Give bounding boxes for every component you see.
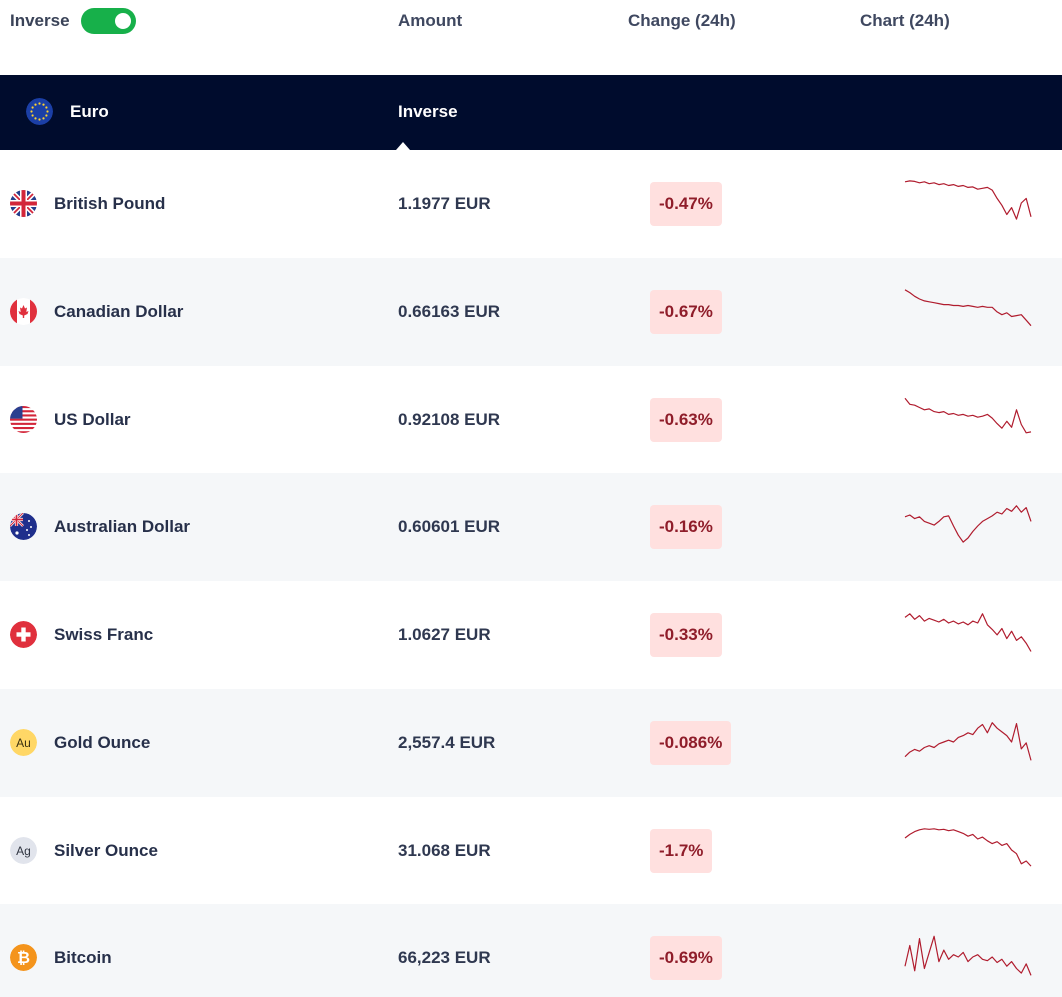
currency-amount: 1.0627 EUR <box>398 625 491 644</box>
table-header: Inverse Amount Change (24h) Chart (24h) <box>0 0 1062 44</box>
currency-name: Swiss Franc <box>54 625 154 644</box>
sparkline-chart <box>904 721 1032 761</box>
sparkline-chart <box>904 289 1032 326</box>
base-currency-row <box>0 75 1062 150</box>
change-badge: -0.47% <box>650 182 722 226</box>
sparkline-chart <box>904 827 1032 867</box>
bitcoin-icon: ₿ <box>10 944 37 972</box>
currency-amount: 0.66163 EUR <box>398 301 501 321</box>
currency-amount: 0.92108 EUR <box>398 409 501 429</box>
inverse-toggle[interactable] <box>81 8 136 34</box>
australia-flag-icon <box>10 513 37 541</box>
currency-row-btc[interactable]: ₿ Bitcoin 66,223 EUR -0.69% <box>0 904 1062 997</box>
currency-amount: 2,557.4 EUR <box>398 732 496 752</box>
currency-name: Canadian Dollar <box>54 301 184 321</box>
silver-ag-icon: Ag <box>10 836 37 864</box>
column-header-chart: Chart (24h) <box>860 11 950 30</box>
currency-row-usd[interactable]: US Dollar 0.92108 EUR -0.63% <box>0 366 1062 474</box>
gold-au-icon: Au <box>10 728 37 756</box>
sparkline-series <box>904 397 1032 433</box>
column-pointer-notch <box>396 142 410 150</box>
currency-amount: 66,223 EUR <box>398 948 491 968</box>
change-badge: -0.63% <box>650 397 722 442</box>
currency-row-gbp[interactable]: British Pound 1.1977 EUR -0.47% <box>0 150 1062 258</box>
eu-flag-icon <box>26 98 53 125</box>
inverse-label: Inverse <box>10 11 70 30</box>
currency-row-xag[interactable]: Ag Silver Ounce 31.068 EUR -1.7% <box>0 797 1062 905</box>
swiss-flag-icon <box>10 621 37 648</box>
change-badge: -1.7% <box>650 828 713 873</box>
currency-name: Bitcoin <box>54 948 112 968</box>
canada-flag-icon <box>10 297 37 325</box>
change-badge: -0.33% <box>650 613 722 657</box>
column-header-change: Change (24h) <box>628 11 736 30</box>
currency-amount: 1.1977 EUR <box>398 194 491 213</box>
svg-text:Au: Au <box>16 736 31 750</box>
currency-name: Gold Ounce <box>54 732 151 752</box>
sparkline-chart <box>904 397 1032 433</box>
change-badge: -0.69% <box>650 936 722 981</box>
column-header-amount: Amount <box>398 11 463 30</box>
currency-row-xau[interactable]: Au Gold Ounce 2,557.4 EUR -0.086% <box>0 688 1062 797</box>
currency-name: Silver Ounce <box>54 840 158 860</box>
sparkline-series <box>904 180 1032 220</box>
currency-list: British Pound 1.1977 EUR -0.47% Canadian… <box>0 150 1062 997</box>
sparkline-series <box>904 505 1032 543</box>
toggle-knob <box>115 13 131 29</box>
change-badge: -0.67% <box>650 289 722 334</box>
sparkline-chart <box>904 613 1032 652</box>
sparkline-series <box>904 613 1032 652</box>
currency-row-cad[interactable]: Canadian Dollar 0.66163 EUR -0.67% <box>0 257 1062 366</box>
sparkline-chart <box>904 505 1032 543</box>
currency-row-chf[interactable]: Swiss Franc 1.0627 EUR -0.33% <box>0 581 1062 689</box>
currency-name: US Dollar <box>54 409 131 429</box>
currency-amount: 0.60601 EUR <box>398 517 501 537</box>
svg-text:Ag: Ag <box>16 844 31 858</box>
us-flag-icon <box>10 405 37 433</box>
sparkline-series <box>904 289 1032 326</box>
sparkline-series <box>904 827 1032 867</box>
base-currency-name: Euro <box>70 102 109 121</box>
change-badge: -0.086% <box>650 720 732 765</box>
currency-name: British Pound <box>54 194 166 213</box>
change-badge: -0.16% <box>650 505 722 550</box>
currency-amount: 31.068 EUR <box>398 840 491 860</box>
currency-name: Australian Dollar <box>54 517 191 537</box>
uk-flag-icon <box>10 190 37 217</box>
sparkline-chart <box>904 935 1032 976</box>
sparkline-series <box>904 721 1032 761</box>
sparkline-series <box>904 935 1032 976</box>
base-inverse-label: Inverse <box>398 102 458 121</box>
svg-text:₿: ₿ <box>17 949 30 967</box>
sparkline-chart <box>904 180 1032 220</box>
currency-row-aud[interactable]: Australian Dollar 0.60601 EUR -0.16% <box>0 473 1062 581</box>
